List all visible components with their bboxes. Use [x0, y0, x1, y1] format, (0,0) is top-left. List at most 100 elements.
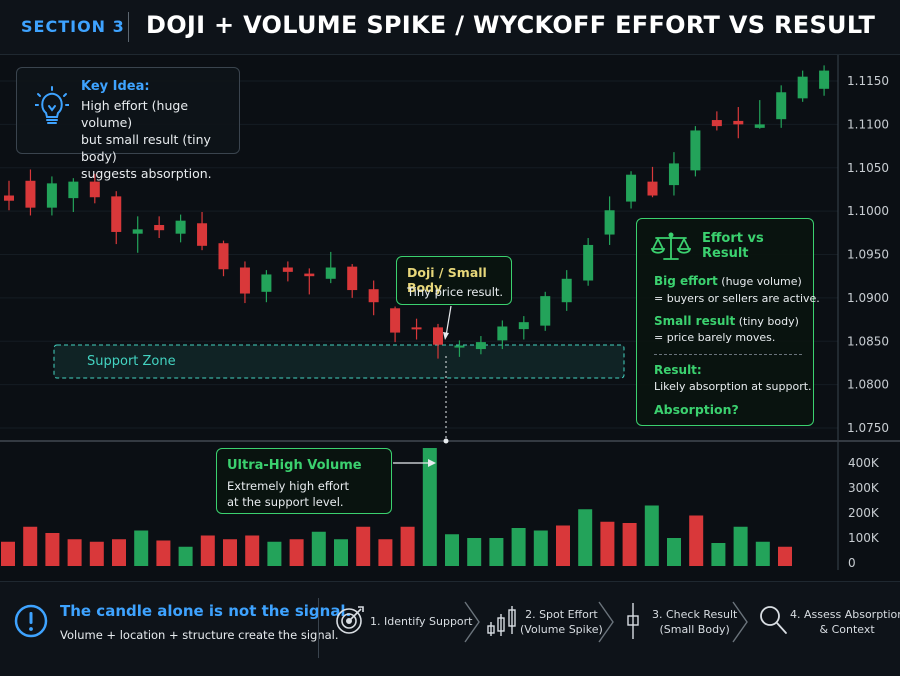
- volume-bar: [156, 540, 171, 566]
- header-bar: SECTION 3 DOJI + VOLUME SPIKE / WYCKOFF …: [0, 0, 900, 55]
- key-idea-card: Key Idea: High effort (huge volume) but …: [16, 67, 240, 181]
- volume-bar: [1, 541, 15, 566]
- volume-tick-label: 100K: [848, 531, 880, 545]
- candle-body: [111, 196, 122, 232]
- effort-vs-result-title: Effort vs Result: [702, 231, 764, 261]
- price-tick-label: 1.0750: [847, 421, 889, 435]
- step-1-label: 1. Identify Support: [370, 615, 473, 628]
- candle: [197, 211, 208, 251]
- candle-body: [89, 181, 100, 198]
- candle: [347, 264, 358, 298]
- big-effort-heading: Big effort (huge volume): [654, 274, 802, 288]
- info-circle-icon: [14, 604, 48, 638]
- candle: [733, 107, 744, 139]
- volume-bar: [733, 526, 748, 566]
- price-tick-label: 1.1150: [847, 74, 889, 88]
- candle-body: [433, 327, 443, 345]
- candlestick-series: [4, 65, 830, 359]
- small-result-heading: Small result (tiny body): [654, 314, 799, 328]
- key-idea-title: Key Idea:: [81, 79, 150, 94]
- candle-body: [390, 308, 401, 333]
- candle-body: [604, 210, 615, 235]
- candle-body: [68, 181, 79, 199]
- volume-bar: [600, 521, 615, 566]
- price-tick-label: 1.0900: [847, 291, 889, 305]
- volume-bar: [378, 539, 393, 566]
- candle: [797, 70, 808, 102]
- footer-title: The candle alone is not the signal.: [60, 602, 352, 620]
- volume-bar: [178, 546, 193, 566]
- candle: [325, 251, 336, 284]
- candle-body: [368, 289, 379, 303]
- candle: [154, 216, 165, 239]
- volume-bar: [556, 525, 570, 566]
- candle: [282, 261, 293, 282]
- volume-bar: [400, 526, 415, 566]
- volume-bar: [778, 546, 792, 566]
- volume-bar: [223, 539, 237, 566]
- doji-callout-title: Doji / Small Body: [407, 265, 487, 295]
- effort-vs-result-card: Effort vs Result Big effort (huge volume…: [636, 218, 820, 426]
- candle-body: [690, 130, 701, 171]
- chevron-right-icon: [732, 601, 748, 643]
- candle: [819, 65, 830, 96]
- candle-body: [561, 278, 572, 303]
- volume-tick-label: 0: [848, 556, 856, 570]
- candle-body: [626, 174, 637, 202]
- candle-body: [411, 327, 422, 330]
- big-effort-text: = buyers or sellers are active.: [654, 292, 820, 305]
- doji-icon: [627, 603, 639, 639]
- candle: [4, 180, 14, 211]
- price-tick-label: 1.1100: [847, 117, 889, 131]
- volume-bar: [533, 530, 548, 566]
- candle-body: [475, 342, 486, 350]
- doji-pointer-arrow: [445, 305, 452, 337]
- candle-body: [733, 120, 744, 125]
- candle: [411, 318, 422, 340]
- volume-bar: [667, 538, 681, 566]
- volume-bar: [289, 539, 304, 566]
- absorption-question: Absorption?: [654, 402, 739, 417]
- price-axis-ticks: 1.0750 1.0800 1.0850 1.0900 1.0950 1.1000 1.10…: [847, 74, 889, 435]
- candle-body: [518, 322, 529, 330]
- price-tick-label: 1.1000: [847, 204, 889, 218]
- chevron-right-icon: [598, 601, 614, 643]
- candle-body: [754, 124, 765, 128]
- candle: [647, 166, 658, 198]
- volume-tick-label: 400K: [848, 456, 880, 470]
- candle: [132, 216, 143, 253]
- header-divider: [128, 12, 129, 42]
- volume-axis-ticks: 0 100K 200K 300K 400K: [848, 456, 880, 570]
- volume-bar: [134, 530, 149, 566]
- candle-body: [261, 274, 272, 292]
- volume-bar: [200, 535, 215, 566]
- candle: [239, 261, 250, 304]
- candle: [46, 176, 57, 216]
- candle: [754, 100, 765, 129]
- step-2-label: 2. Spot Effort (Volume Spike): [520, 608, 603, 636]
- volume-bar: [112, 539, 126, 566]
- step-3-label: 3. Check Result (Small Body): [652, 608, 738, 636]
- volume-bar: [245, 535, 260, 566]
- footer-subtitle: Volume + location + structure create the…: [60, 628, 339, 642]
- candle: [175, 214, 186, 243]
- candle-body: [325, 267, 336, 279]
- candle-body: [647, 181, 658, 196]
- volume-bar: [689, 515, 704, 566]
- candle-body: [197, 223, 208, 246]
- volume-bar: [489, 538, 504, 566]
- candles-icon: [487, 606, 516, 636]
- price-grid: [0, 80, 838, 429]
- volume-callout: Ultra-High Volume Extremely high effort …: [216, 448, 392, 514]
- volume-bar: [644, 505, 659, 566]
- candle-body: [711, 120, 722, 127]
- doji-pointer-arrowhead: [443, 332, 449, 340]
- candle: [111, 191, 122, 245]
- candle: [690, 126, 701, 177]
- candle: [390, 306, 401, 343]
- target-icon: [336, 606, 364, 634]
- volume-callout-title: Ultra-High Volume: [227, 458, 362, 473]
- candle: [561, 270, 572, 311]
- candle-body: [25, 180, 36, 208]
- candle: [218, 240, 229, 277]
